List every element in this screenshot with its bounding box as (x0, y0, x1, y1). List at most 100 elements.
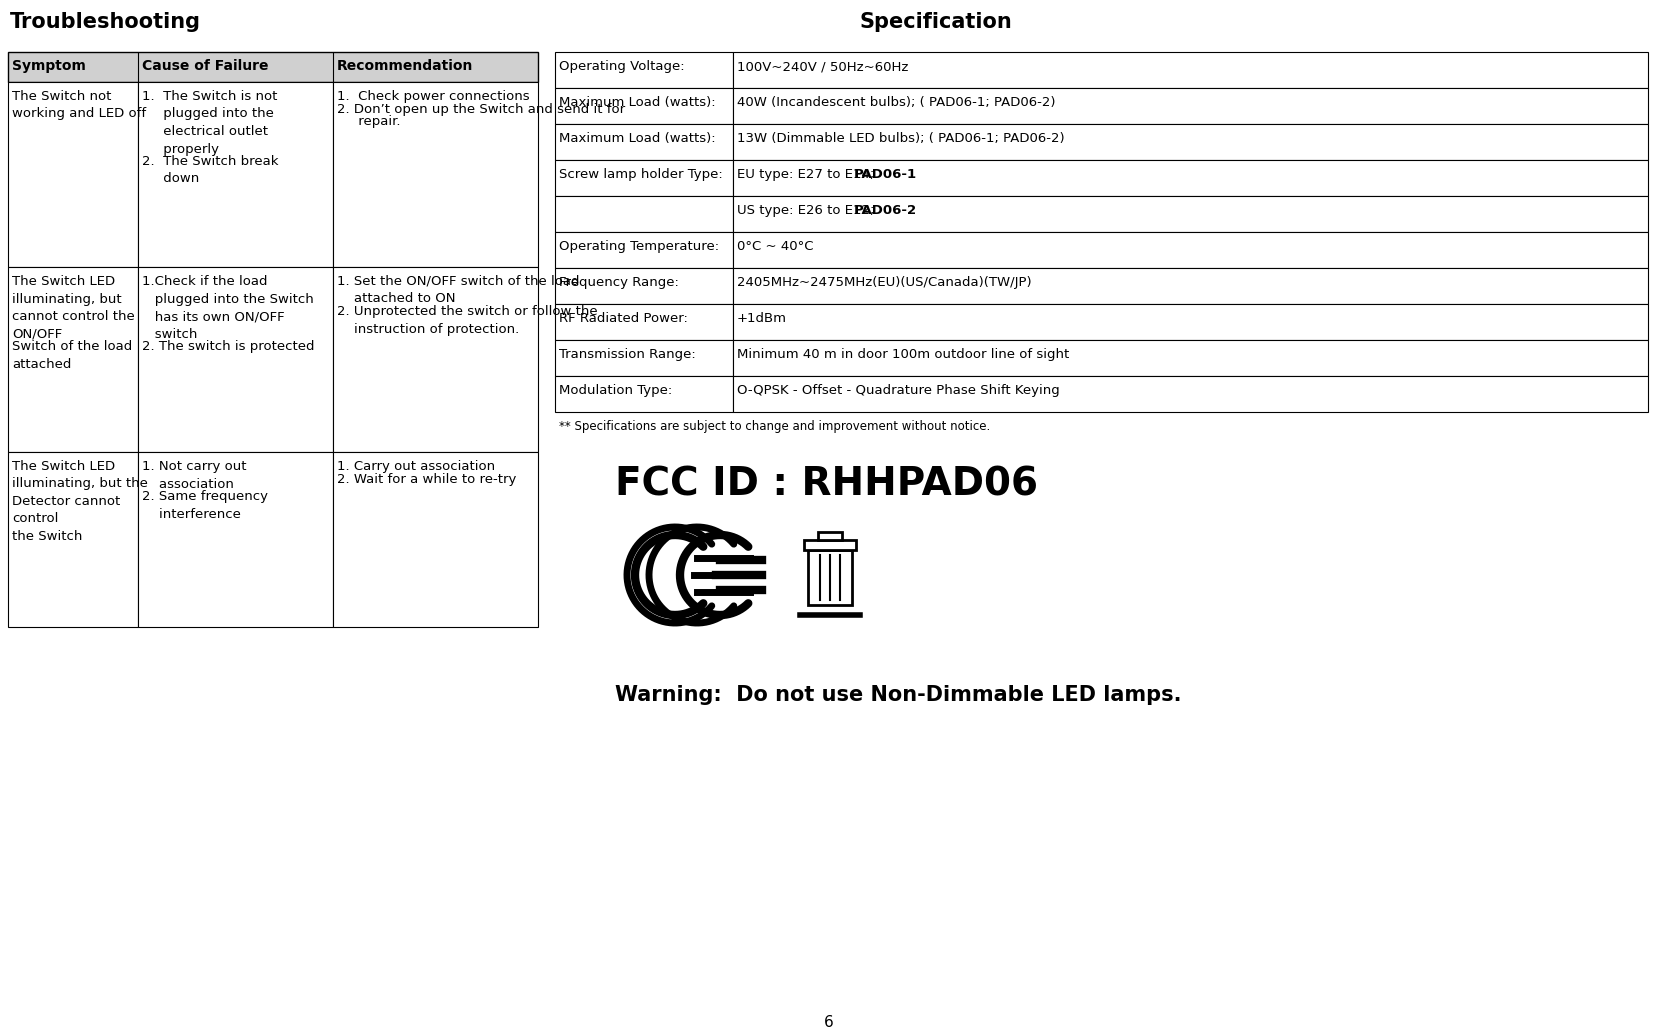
Text: illuminating, but the: illuminating, but the (12, 477, 147, 491)
Text: plugged into the Switch: plugged into the Switch (143, 293, 313, 305)
Text: 2.  The Switch break: 2. The Switch break (143, 155, 278, 168)
Text: Operating Temperature:: Operating Temperature: (558, 240, 719, 253)
Bar (555, 376, 732, 412)
Text: working and LED off: working and LED off (12, 107, 146, 121)
Text: O-QPSK - Offset - Quadrature Phase Shift Keying: O-QPSK - Offset - Quadrature Phase Shift… (737, 384, 1059, 397)
Text: Maximum Load (watts):: Maximum Load (watts): (558, 132, 716, 145)
Bar (8, 452, 138, 627)
Bar (138, 452, 333, 627)
Text: Troubleshooting: Troubleshooting (10, 12, 200, 32)
Text: down: down (143, 172, 199, 186)
Text: 0°C ~ 40°C: 0°C ~ 40°C (737, 240, 814, 253)
Text: +1dBm: +1dBm (737, 312, 787, 325)
Bar (732, 268, 1647, 304)
Bar (732, 304, 1647, 340)
Bar (807, 550, 852, 605)
Text: Specification: Specification (860, 12, 1012, 32)
Bar (555, 88, 732, 124)
Text: the Switch: the Switch (12, 530, 83, 543)
Text: US type: E26 to E12;: US type: E26 to E12; (737, 204, 878, 217)
Text: 100V~240V / 50Hz~60Hz: 100V~240V / 50Hz~60Hz (737, 60, 908, 73)
Text: switch: switch (143, 328, 197, 340)
Text: Cause of Failure: Cause of Failure (143, 59, 268, 73)
Bar (804, 540, 855, 550)
Bar (8, 267, 138, 452)
Bar (555, 160, 732, 196)
Bar (732, 376, 1647, 412)
Text: Transmission Range:: Transmission Range: (558, 348, 696, 361)
Text: Recommendation: Recommendation (336, 59, 474, 73)
Text: 2405MHz~2475MHz(EU)(US/Canada)(TW/JP): 2405MHz~2475MHz(EU)(US/Canada)(TW/JP) (737, 276, 1031, 289)
Text: Modulation Type:: Modulation Type: (558, 384, 671, 397)
Text: PAD06-1: PAD06-1 (853, 168, 916, 181)
Text: 2. Unprotected the switch or follow the: 2. Unprotected the switch or follow the (336, 305, 597, 318)
Text: attached to ON: attached to ON (336, 293, 456, 305)
Bar (138, 267, 333, 452)
Text: EU type: E27 to E14;: EU type: E27 to E14; (737, 168, 878, 181)
Text: The Switch LED: The Switch LED (12, 460, 114, 473)
Text: has its own ON/OFF: has its own ON/OFF (143, 310, 285, 323)
Text: attached: attached (12, 358, 71, 370)
Text: repair.: repair. (336, 115, 401, 128)
Text: 2. The switch is protected: 2. The switch is protected (143, 340, 315, 353)
Bar (333, 452, 537, 627)
Text: Switch of the load: Switch of the load (12, 340, 133, 353)
Text: 13W (Dimmable LED bulbs); ( PAD06-1; PAD06-2): 13W (Dimmable LED bulbs); ( PAD06-1; PAD… (737, 132, 1064, 145)
Text: Operating Voltage:: Operating Voltage: (558, 60, 684, 73)
Bar (732, 124, 1647, 160)
Text: 1.  The Switch is not: 1. The Switch is not (143, 90, 277, 103)
Bar (8, 82, 138, 267)
Bar (333, 267, 537, 452)
Text: electrical outlet: electrical outlet (143, 125, 268, 138)
Bar (732, 88, 1647, 124)
Text: 1.Check if the load: 1.Check if the load (143, 275, 267, 288)
Text: The Switch LED: The Switch LED (12, 275, 114, 288)
Bar (555, 304, 732, 340)
Text: Symptom: Symptom (12, 59, 86, 73)
Text: association: association (143, 477, 234, 491)
Bar (333, 82, 537, 267)
Text: control: control (12, 512, 58, 526)
Text: 40W (Incandescent bulbs); ( PAD06-1; PAD06-2): 40W (Incandescent bulbs); ( PAD06-1; PAD… (737, 96, 1056, 109)
Bar (555, 268, 732, 304)
Bar (555, 124, 732, 160)
Text: 6: 6 (824, 1015, 833, 1030)
Text: properly: properly (143, 142, 219, 156)
Text: The Switch not: The Switch not (12, 90, 111, 103)
Bar (732, 160, 1647, 196)
Text: 2. Wait for a while to re-try: 2. Wait for a while to re-try (336, 472, 515, 486)
Text: 1.  Check power connections: 1. Check power connections (336, 90, 529, 103)
Bar (555, 232, 732, 268)
Text: Maximum Load (watts):: Maximum Load (watts): (558, 96, 716, 109)
Text: RF Radiated Power:: RF Radiated Power: (558, 312, 688, 325)
Bar (669, 522, 727, 628)
Text: Warning:  Do not use Non-Dimmable LED lamps.: Warning: Do not use Non-Dimmable LED lam… (615, 685, 1181, 705)
Text: ON/OFF: ON/OFF (12, 328, 63, 340)
Text: 2. Same frequency: 2. Same frequency (143, 490, 268, 503)
Bar (555, 196, 732, 232)
Bar (732, 340, 1647, 376)
Text: Frequency Range:: Frequency Range: (558, 276, 678, 289)
Bar (732, 232, 1647, 268)
Bar (732, 196, 1647, 232)
Text: 1. Not carry out: 1. Not carry out (143, 460, 247, 473)
Text: interference: interference (143, 507, 240, 521)
Text: illuminating, but: illuminating, but (12, 293, 121, 305)
Text: plugged into the: plugged into the (143, 107, 273, 121)
Bar (817, 532, 842, 540)
Text: 1. Set the ON/OFF switch of the load: 1. Set the ON/OFF switch of the load (336, 275, 580, 288)
Bar (732, 52, 1647, 88)
Text: 1. Carry out association: 1. Carry out association (336, 460, 495, 473)
Bar (138, 82, 333, 267)
Bar (8, 52, 537, 82)
Text: PAD06-2: PAD06-2 (853, 204, 916, 217)
Text: ** Specifications are subject to change and improvement without notice.: ** Specifications are subject to change … (558, 420, 989, 433)
Text: 2. Don’t open up the Switch and send it for: 2. Don’t open up the Switch and send it … (336, 102, 625, 115)
Text: instruction of protection.: instruction of protection. (336, 323, 519, 335)
Text: Detector cannot: Detector cannot (12, 495, 121, 508)
Bar (616, 517, 792, 633)
Text: FCC ID : RHHPAD06: FCC ID : RHHPAD06 (615, 465, 1037, 503)
Text: Screw lamp holder Type:: Screw lamp holder Type: (558, 168, 722, 181)
Bar (555, 340, 732, 376)
Text: Minimum 40 m in door 100m outdoor line of sight: Minimum 40 m in door 100m outdoor line o… (737, 348, 1069, 361)
